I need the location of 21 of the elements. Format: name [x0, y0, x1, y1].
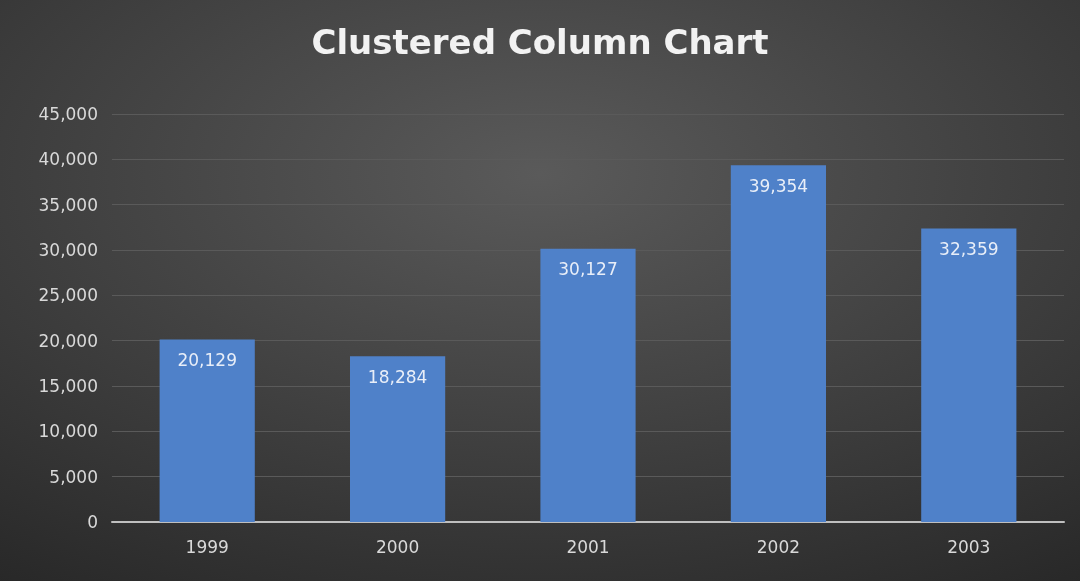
x-tick-label: 2003	[947, 536, 991, 557]
y-tick-label: 30,000	[38, 240, 98, 260]
data-label: 30,127	[558, 259, 618, 280]
y-tick-label: 40,000	[38, 149, 98, 170]
y-tick-label: 25,000	[38, 285, 98, 306]
x-tick-label: 2002	[756, 536, 801, 557]
data-label: 18,284	[367, 366, 428, 387]
data-label: 32,359	[939, 239, 999, 260]
y-tick-label: 5,000	[49, 466, 98, 487]
x-tick-label: 2001	[566, 536, 610, 557]
y-tick-label: 35,000	[38, 194, 98, 215]
y-tick-label: 15,000	[38, 376, 98, 396]
chart-title: Clustered Column Chart	[311, 22, 769, 62]
y-tick-label: 0	[87, 512, 98, 532]
x-tick-label: 2000	[375, 536, 420, 557]
x-tick-label: 1999	[185, 536, 229, 557]
y-tick-label: 10,000	[38, 421, 98, 442]
data-label: 20,129	[177, 350, 237, 370]
data-label: 39,354	[748, 175, 809, 196]
y-tick-label: 45,000	[38, 104, 98, 124]
y-tick-label: 20,000	[38, 330, 98, 351]
